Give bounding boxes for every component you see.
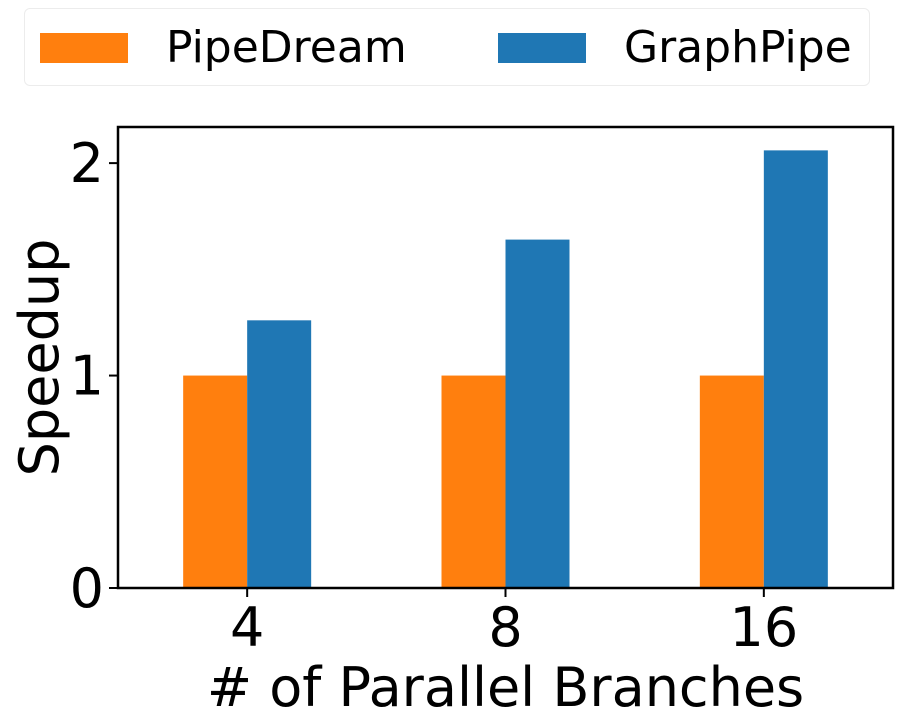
legend-label-graphpipe: GraphPipe [624, 22, 852, 73]
legend-item-pipedream: PipeDream [40, 9, 407, 87]
bar-pipedream-16 [699, 375, 764, 588]
bar-pipedream-4 [183, 375, 248, 588]
legend: PipeDream GraphPipe [24, 8, 870, 86]
bars-group [183, 150, 828, 589]
bar-pipedream-8 [441, 375, 506, 588]
x-tick-label: 4 [230, 596, 264, 659]
legend-item-graphpipe: GraphPipe [498, 9, 852, 87]
bar-graphpipe-16 [763, 150, 828, 589]
y-tick-label: 2 [70, 132, 104, 195]
legend-swatch-pipedream [40, 33, 128, 63]
y-ticks-group: 0 1 2 [70, 132, 118, 620]
bar-graphpipe-4 [247, 320, 312, 588]
y-tick-label: 1 [70, 345, 104, 408]
y-axis-label: Speedup [8, 239, 71, 477]
bar-graphpipe-8 [505, 239, 570, 588]
x-ticks-group: 4 8 16 [230, 588, 798, 659]
x-tick-label: 16 [729, 596, 798, 659]
y-tick-label: 0 [70, 557, 104, 620]
legend-label-pipedream: PipeDream [166, 22, 407, 73]
legend-swatch-graphpipe [498, 33, 586, 63]
x-axis-label: # of Parallel Branches [207, 656, 804, 719]
x-tick-label: 8 [488, 596, 522, 659]
